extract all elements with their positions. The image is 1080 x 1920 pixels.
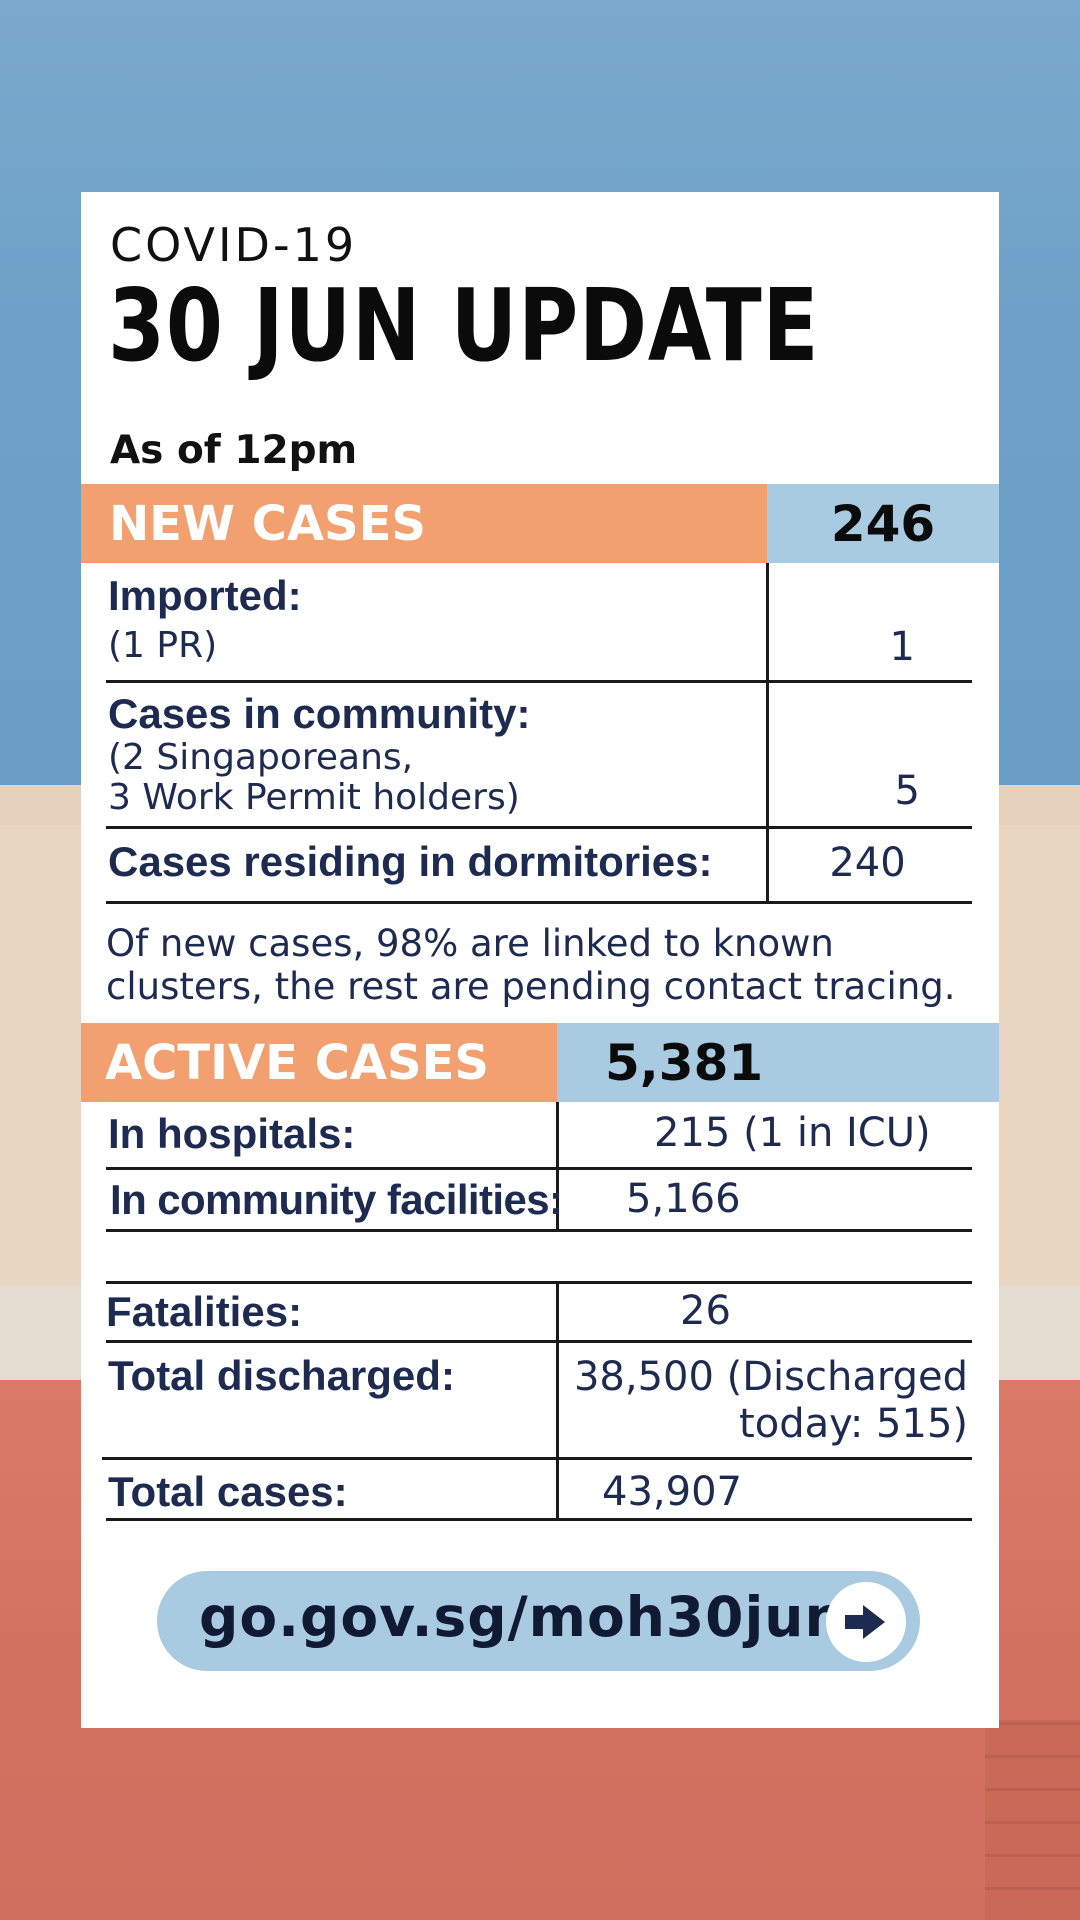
community-value: 5 bbox=[894, 768, 920, 814]
active-cases-total: 5,381 bbox=[605, 1033, 764, 1092]
arrow-right-icon[interactable] bbox=[826, 1582, 906, 1662]
community-detail-line2: 3 Work Permit holders) bbox=[108, 777, 520, 818]
linked-clusters-note: Of new cases, 98% are linked to known cl… bbox=[106, 922, 956, 1008]
imported-detail: (1 PR) bbox=[108, 625, 218, 666]
hospitals-value: 215 (1 in ICU) bbox=[654, 1110, 931, 1156]
moh-link-button[interactable]: go.gov.sg/moh30jun bbox=[157, 1571, 920, 1671]
community-facilities-value: 5,166 bbox=[626, 1176, 741, 1222]
new-cases-total-cell: 246 bbox=[767, 484, 999, 563]
active-cases-total-cell: 5,381 bbox=[557, 1023, 999, 1102]
kicker: COVID-19 bbox=[110, 218, 358, 272]
discharged-value-line2: today: 515) bbox=[739, 1401, 968, 1447]
active-cases-header: ACTIVE CASES bbox=[81, 1023, 557, 1102]
divider bbox=[106, 1229, 972, 1232]
fatalities-value: 26 bbox=[680, 1288, 731, 1334]
new-cases-total: 246 bbox=[830, 494, 936, 553]
divider bbox=[556, 1102, 559, 1230]
community-detail-line1: (2 Singaporeans, bbox=[108, 737, 414, 778]
imported-label: Imported: bbox=[108, 572, 302, 619]
new-cases-label: NEW CASES bbox=[109, 495, 426, 552]
update-card bbox=[81, 192, 999, 1728]
as-of-time: As of 12pm bbox=[110, 428, 358, 473]
divider bbox=[106, 1340, 972, 1343]
discharged-label: Total discharged: bbox=[108, 1352, 455, 1399]
total-cases-value: 43,907 bbox=[602, 1469, 742, 1515]
divider bbox=[766, 563, 769, 903]
community-label: Cases in community: bbox=[108, 690, 531, 737]
new-cases-header: NEW CASES bbox=[81, 484, 767, 563]
divider bbox=[106, 680, 972, 683]
hospitals-label: In hospitals: bbox=[108, 1110, 356, 1157]
divider bbox=[106, 1167, 972, 1170]
divider bbox=[106, 1518, 972, 1521]
dormitories-label: Cases residing in dormitories: bbox=[108, 838, 713, 885]
active-cases-label: ACTIVE CASES bbox=[105, 1034, 489, 1091]
divider bbox=[102, 1457, 972, 1460]
moh-link-text[interactable]: go.gov.sg/moh30jun bbox=[199, 1585, 845, 1649]
total-cases-label: Total cases: bbox=[108, 1468, 348, 1515]
community-facilities-label: In community facilities: bbox=[110, 1176, 563, 1223]
divider bbox=[556, 1283, 559, 1521]
brick-texture bbox=[985, 1720, 1080, 1920]
dormitories-value: 240 bbox=[829, 840, 906, 886]
divider bbox=[106, 1281, 972, 1284]
fatalities-label: Fatalities: bbox=[106, 1288, 303, 1335]
divider bbox=[106, 826, 972, 829]
discharged-value-line1: 38,500 (Discharged bbox=[573, 1354, 968, 1400]
page-title: 30 JUN UPDATE bbox=[108, 267, 820, 384]
imported-value: 1 bbox=[889, 624, 915, 670]
divider bbox=[106, 901, 972, 904]
